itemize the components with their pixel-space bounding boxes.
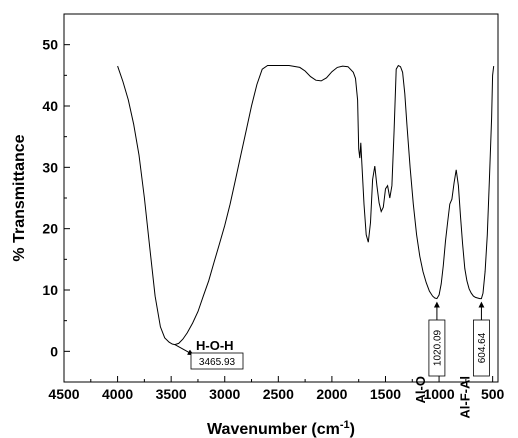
x-tick-label: 1500 bbox=[370, 386, 401, 402]
hoh-value-box bbox=[190, 352, 244, 370]
alo-value: 1020.09 bbox=[432, 329, 443, 366]
y-tick-label: 40 bbox=[42, 98, 58, 114]
x-tick-label: 2000 bbox=[316, 386, 347, 402]
y-tick-label: 0 bbox=[50, 343, 58, 359]
y-axis: 0 10 20 30 40 50 bbox=[42, 37, 70, 359]
alfal-label: Al-F-Al bbox=[457, 376, 472, 419]
y-tick-label: 30 bbox=[42, 159, 58, 175]
x-tick-label: 2500 bbox=[263, 386, 294, 402]
x-tick-label: 4000 bbox=[102, 386, 133, 402]
y-tick-label: 10 bbox=[42, 282, 58, 298]
y-tick-label: 50 bbox=[42, 37, 58, 53]
peak-annotations: H-O-H 3465.93 1020.09 Al-O 604.64 Al-F-Al bbox=[174, 301, 490, 419]
hoh-label: H-O-H bbox=[196, 338, 234, 353]
x-axis: 4500 4000 3500 3000 2500 2000 1500 1000 500 bbox=[48, 376, 505, 402]
x-axis-title: Wavenumber (cm-1) bbox=[207, 419, 355, 438]
hoh-value: 3465.93 bbox=[199, 357, 236, 368]
alo-value-box bbox=[428, 319, 446, 377]
transmittance-line bbox=[117, 64, 495, 346]
y-tick-label: 20 bbox=[42, 221, 58, 237]
hoh-arrow bbox=[174, 344, 194, 356]
x-tick-label: 4500 bbox=[48, 386, 79, 402]
x-tick-label: 1000 bbox=[423, 386, 454, 402]
alo-label: Al-O bbox=[413, 376, 428, 403]
x-tick-label: 3000 bbox=[209, 386, 240, 402]
alfal-value-box bbox=[473, 319, 490, 377]
alfal-value: 604.64 bbox=[477, 332, 488, 363]
x-tick-label: 500 bbox=[481, 386, 505, 402]
x-tick-label: 3500 bbox=[156, 386, 187, 402]
y-axis-title: % Transmittance bbox=[11, 134, 28, 261]
